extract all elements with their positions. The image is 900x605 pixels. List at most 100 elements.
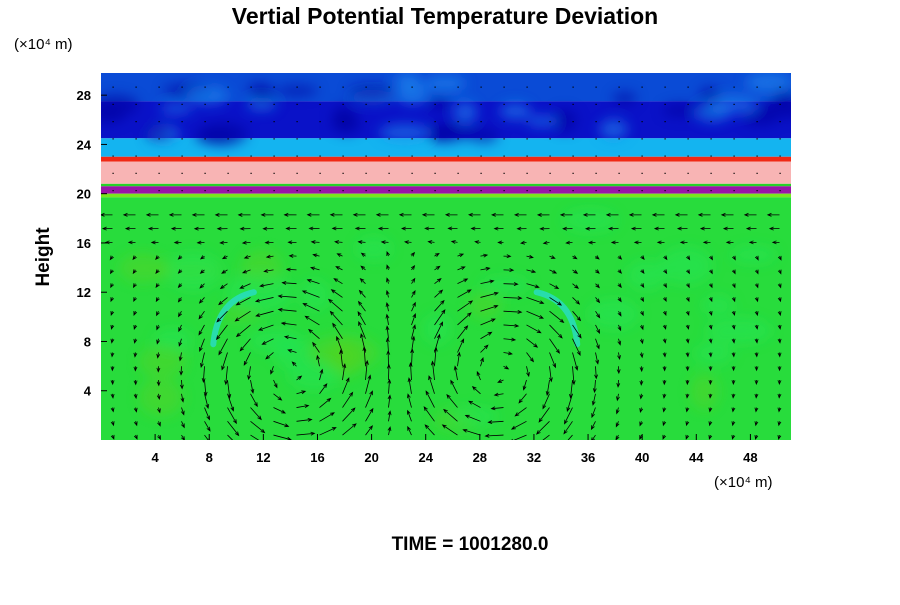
wind-arrow (359, 278, 366, 284)
wind-arrow (273, 393, 283, 401)
wind-dot (365, 103, 367, 105)
wind-arrow (273, 434, 292, 440)
wind-arrow (446, 394, 458, 408)
upper-texture-blob (453, 100, 478, 124)
wind-dot (457, 121, 459, 123)
wind-arrow (250, 379, 255, 394)
wind-dot (273, 121, 275, 123)
upper-texture-blob (599, 118, 629, 140)
wind-arrow (594, 366, 598, 380)
wind-dot (457, 103, 459, 105)
wind-arrow (377, 226, 389, 231)
wind-dot (365, 155, 367, 157)
upper-texture-blob (424, 75, 467, 92)
wind-arrow (754, 407, 759, 413)
wind-arrow (662, 434, 667, 440)
wind-dot (204, 189, 206, 192)
wind-arrow (591, 407, 596, 419)
wind-arrow (457, 300, 474, 312)
wind-arrow (287, 349, 297, 353)
wind-arrow (653, 226, 665, 231)
wind-dot (549, 155, 551, 157)
x-tick-label: 24 (418, 450, 433, 465)
wind-arrow (447, 226, 458, 231)
wind-arrow (450, 379, 458, 394)
wind-dot (572, 138, 574, 140)
upper-texture-blob (101, 94, 139, 117)
wind-arrow (258, 324, 274, 331)
wind-arrow (434, 333, 441, 353)
wind-arrow (133, 352, 138, 358)
wind-arrow (656, 240, 665, 245)
wind-arrow (254, 297, 274, 303)
wind-arrow (771, 240, 780, 245)
wind-arrow (365, 425, 373, 436)
wind-arrow (386, 251, 391, 257)
wind-arrow (156, 366, 161, 373)
wind-dot (250, 155, 252, 157)
wind-arrow (731, 283, 736, 289)
wind-arrow (663, 269, 668, 275)
wind-dot (250, 138, 252, 140)
wind-arrow (662, 311, 667, 316)
wind-arrow (633, 240, 642, 245)
wind-arrow (748, 240, 757, 245)
wind-arrow (526, 352, 535, 363)
wind-arrow (731, 311, 736, 317)
wind-arrow (434, 321, 444, 339)
wind-arrow (777, 338, 782, 344)
wind-arrow (685, 310, 690, 316)
wind-dot (457, 138, 459, 140)
wind-dot (181, 155, 183, 157)
wind-dot (250, 121, 252, 123)
upper-texture-blob (551, 108, 578, 133)
wind-arrow (516, 226, 527, 231)
wind-arrow (720, 212, 734, 217)
wind-arrow (296, 417, 313, 422)
wind-dot (618, 155, 620, 157)
wind-arrow (457, 253, 465, 258)
wind-arrow (480, 291, 499, 298)
wind-arrow (179, 379, 184, 390)
wind-arrow (766, 212, 780, 217)
wind-dot (112, 172, 114, 174)
wind-arrow (319, 412, 335, 422)
wind-dot (296, 121, 298, 123)
wind-arrow (731, 352, 736, 358)
wind-dot (434, 121, 436, 123)
wind-arrow (639, 421, 644, 427)
wind-arrow (685, 407, 690, 413)
wind-arrow (239, 283, 251, 289)
wind-arrow (490, 406, 504, 411)
wind-arrow (503, 337, 517, 342)
wind-dot (480, 155, 482, 157)
wind-arrow (411, 290, 416, 298)
wind-arrow (270, 366, 274, 375)
wind-dot (618, 189, 620, 192)
wind-arrow (487, 420, 504, 425)
wind-vectors (101, 86, 782, 440)
wind-arrow (491, 212, 504, 217)
wind-arrow (181, 434, 185, 440)
upper-texture-blob (699, 86, 721, 102)
wind-arrow (702, 240, 711, 245)
lower-texture-blob (562, 208, 618, 233)
wind-arrow (699, 226, 711, 231)
wind-arrow (133, 338, 138, 344)
wind-arrow (410, 251, 416, 257)
wind-arrow (265, 254, 274, 259)
wind-arrow (640, 283, 645, 289)
wind-arrow (510, 420, 527, 430)
wind-arrow (221, 255, 228, 260)
wind-arrow (722, 226, 734, 231)
wind-arrow (725, 240, 734, 245)
wind-dot (756, 86, 758, 88)
wind-arrow (101, 212, 113, 217)
wind-dot (641, 189, 643, 192)
wind-arrow (549, 324, 563, 339)
wind-dot (342, 86, 344, 88)
wind-arrow (156, 379, 161, 387)
wind-arrow (457, 351, 461, 367)
wind-arrow (386, 363, 391, 381)
wind-dot (411, 86, 413, 88)
